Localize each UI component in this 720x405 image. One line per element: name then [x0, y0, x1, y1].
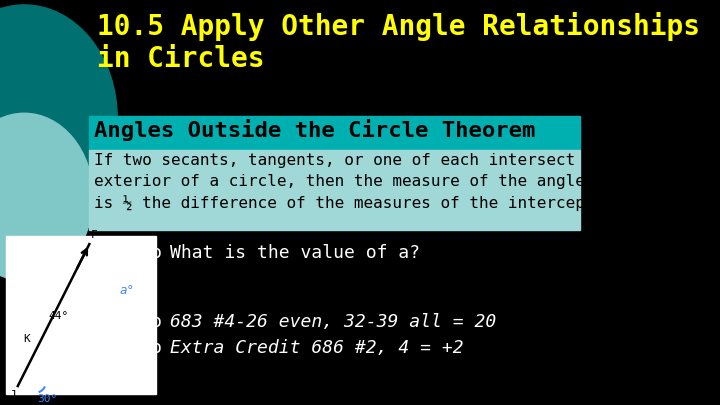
Text: o: o — [150, 244, 161, 262]
Bar — [6, 237, 156, 394]
Text: 44°: 44° — [48, 311, 68, 321]
Text: o: o — [150, 313, 161, 331]
Circle shape — [0, 113, 93, 281]
Text: 683 #4-26 even, 32-39 all = 20: 683 #4-26 even, 32-39 all = 20 — [170, 313, 496, 331]
Text: If two secants, tangents, or one of each intersect in the
exterior of a circle, : If two secants, tangents, or one of each… — [94, 153, 671, 211]
Text: K: K — [23, 334, 30, 343]
Text: 30°: 30° — [37, 394, 58, 404]
Text: Extra Credit 686 #2, 4 = +2: Extra Credit 686 #2, 4 = +2 — [170, 339, 464, 357]
Text: F: F — [91, 230, 98, 240]
Circle shape — [0, 5, 117, 231]
Text: What is the value of a?: What is the value of a? — [170, 244, 420, 262]
Text: a°: a° — [120, 284, 135, 296]
Bar — [89, 116, 580, 150]
Text: o: o — [150, 339, 161, 357]
Text: J: J — [9, 390, 16, 400]
Text: 10.5 Apply Other Angle Relationships
in Circles: 10.5 Apply Other Angle Relationships in … — [97, 12, 700, 73]
Text: Angles Outside the Circle Theorem: Angles Outside the Circle Theorem — [94, 119, 535, 141]
Bar — [89, 150, 580, 230]
